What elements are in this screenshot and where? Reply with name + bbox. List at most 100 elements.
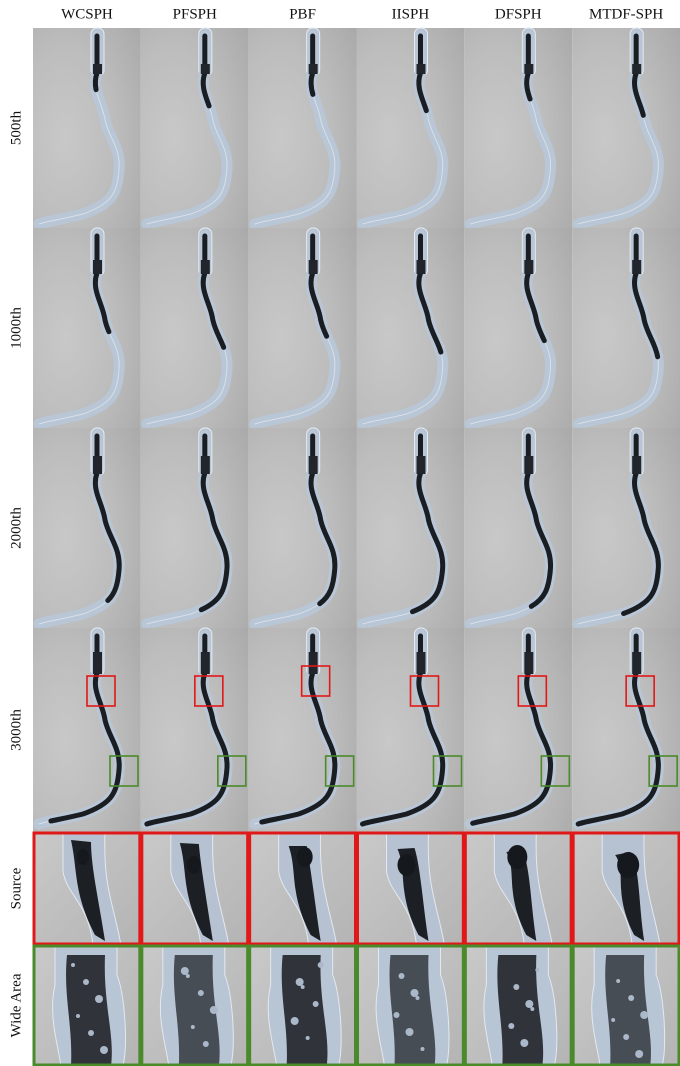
fluid-top xyxy=(632,64,641,74)
fluid-top xyxy=(93,64,102,74)
panel-image xyxy=(141,428,249,628)
bubble xyxy=(635,1050,643,1058)
figure: WCSPHPFSPHPBFIISPHDFSPHMTDF-SPH500th1000… xyxy=(0,0,680,1066)
fluid-top xyxy=(201,456,210,474)
panel-image xyxy=(464,228,572,428)
fluid-blob xyxy=(77,849,89,865)
bubble xyxy=(291,1017,299,1025)
background xyxy=(572,28,680,228)
fluid-top xyxy=(201,652,210,674)
bubble xyxy=(203,1041,209,1047)
background xyxy=(357,228,465,428)
background xyxy=(141,628,249,832)
fluid-top xyxy=(93,456,102,474)
background xyxy=(141,28,249,228)
background xyxy=(464,28,572,228)
panel-image xyxy=(33,832,141,945)
background xyxy=(141,228,249,428)
background xyxy=(33,228,141,428)
bubble xyxy=(88,1030,94,1036)
bubble xyxy=(508,1023,514,1029)
bubble xyxy=(95,995,103,1003)
row-label: 500th xyxy=(8,110,24,145)
fluid-top xyxy=(93,260,102,274)
panel-image xyxy=(357,832,465,945)
panel-image xyxy=(33,28,141,228)
panel-image xyxy=(249,228,357,428)
row-label: Source xyxy=(8,867,24,909)
panel-image xyxy=(33,228,141,428)
fluid-top xyxy=(309,652,318,674)
fluid-blob xyxy=(617,852,639,878)
panel-image xyxy=(33,628,141,832)
bubble xyxy=(520,1039,528,1047)
background xyxy=(357,628,465,832)
background xyxy=(464,228,572,428)
background xyxy=(249,228,357,428)
bubble xyxy=(628,995,634,1001)
panel-image xyxy=(141,28,249,228)
bubble xyxy=(640,1011,648,1019)
panel-image xyxy=(33,428,141,628)
bubble xyxy=(198,990,204,996)
panel-image xyxy=(464,628,572,832)
background xyxy=(464,628,572,832)
bubble xyxy=(394,1012,400,1018)
row-label: 3000th xyxy=(8,709,24,751)
fluid-top xyxy=(524,64,533,74)
page: WCSPHPFSPHPBFIISPHDFSPHMTDF-SPH500th1000… xyxy=(0,0,680,1066)
panel-image xyxy=(357,945,465,1066)
fluid-blob xyxy=(398,854,416,876)
fluid-top xyxy=(417,260,426,274)
bubble xyxy=(100,1046,108,1054)
panel-image xyxy=(572,628,680,832)
bubble xyxy=(421,1047,425,1051)
bubble xyxy=(406,1028,414,1036)
panel-image xyxy=(357,228,465,428)
bubble xyxy=(611,1018,615,1022)
panel-image xyxy=(249,628,357,832)
background xyxy=(357,28,465,228)
fluid-top xyxy=(417,652,426,674)
bubble xyxy=(411,989,419,997)
panel-image xyxy=(572,945,680,1066)
bubble xyxy=(306,1036,310,1040)
fluid-top xyxy=(309,456,318,474)
panel-image xyxy=(141,228,249,428)
bubble xyxy=(83,979,89,985)
row-label: Wide Area xyxy=(8,973,24,1037)
bubble xyxy=(318,962,324,968)
panel-image xyxy=(464,28,572,228)
background xyxy=(33,628,141,832)
panel-image xyxy=(357,28,465,228)
panel-image xyxy=(572,228,680,428)
panel-image xyxy=(464,428,572,628)
bubble xyxy=(623,1034,629,1040)
row-label: 2000th xyxy=(8,507,24,549)
panel-image xyxy=(141,628,249,832)
panel-image xyxy=(572,428,680,628)
background xyxy=(572,628,680,832)
fluid-top xyxy=(309,260,318,274)
background xyxy=(33,428,141,628)
panel-image xyxy=(572,832,680,945)
bubble xyxy=(399,973,405,979)
fluid-top xyxy=(93,652,102,674)
fluid-top xyxy=(524,652,533,674)
panel-image xyxy=(249,945,357,1066)
bubble xyxy=(313,1001,319,1007)
column-header: PBF xyxy=(289,6,316,22)
bubble xyxy=(296,978,304,986)
panel-image xyxy=(572,28,680,228)
fluid-top xyxy=(201,260,210,274)
background xyxy=(33,28,141,228)
fluid-top xyxy=(524,456,533,474)
bubble xyxy=(181,967,189,975)
column-header: IISPH xyxy=(392,6,430,22)
column-header: MTDF-SPH xyxy=(589,6,663,22)
panel-image xyxy=(357,628,465,832)
panel-image xyxy=(141,945,249,1066)
panel-image xyxy=(357,428,465,628)
fluid-blob xyxy=(187,856,201,874)
fluid-blob xyxy=(507,845,527,869)
